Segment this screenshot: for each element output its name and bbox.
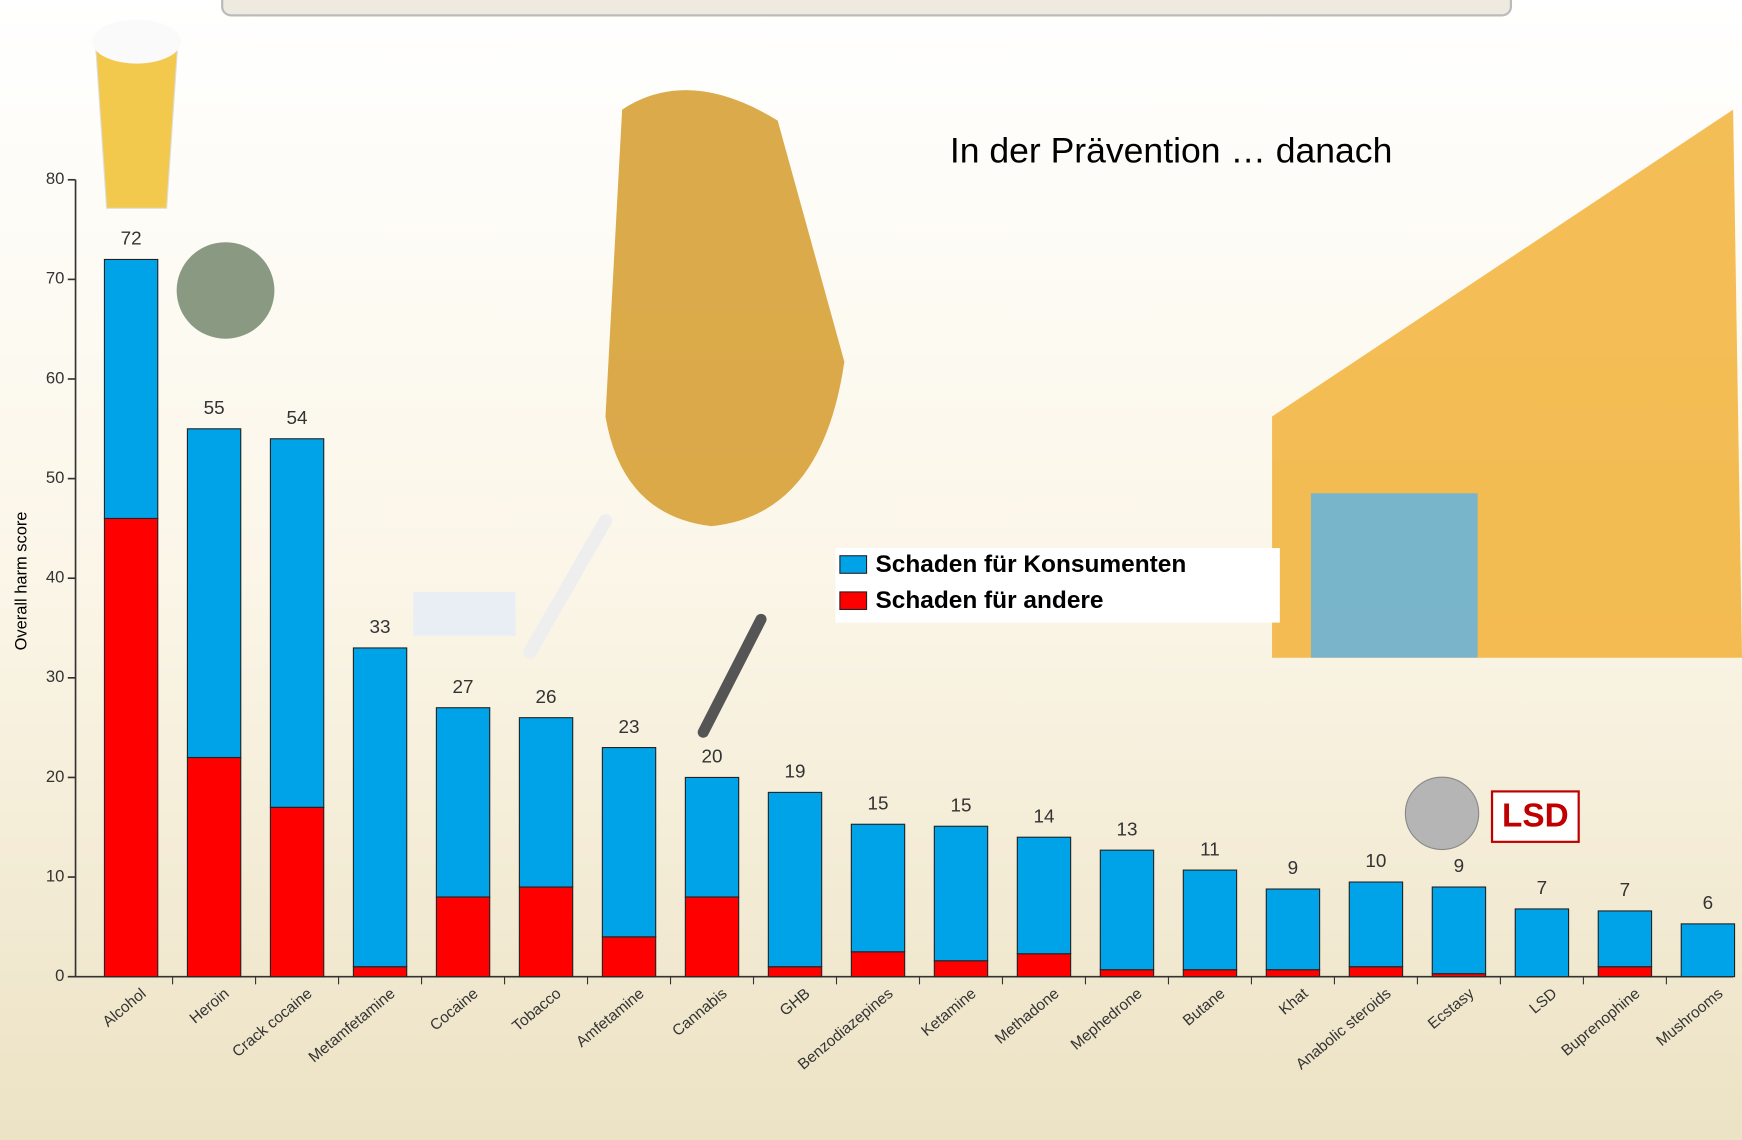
- total-label: 72: [121, 228, 142, 249]
- bar-segment: [601, 936, 657, 978]
- legend-swatch: [839, 555, 868, 574]
- bar-segment: [933, 825, 989, 962]
- bar-segment: [850, 951, 906, 978]
- cigarette-illustration: [523, 514, 613, 659]
- bar-segment: [1348, 966, 1404, 978]
- total-label: 9: [1454, 855, 1465, 876]
- lsd-label: LSD: [1502, 798, 1569, 835]
- powder-illustration: [413, 591, 516, 636]
- total-label: 19: [785, 761, 806, 782]
- legend-box: [835, 548, 1280, 623]
- bar-segment: [103, 517, 159, 978]
- joint-illustration: [697, 613, 767, 738]
- total-label: 6: [1703, 892, 1714, 913]
- y-tick-label: 10: [46, 867, 65, 886]
- total-label: 54: [287, 407, 308, 428]
- bar-segment: [269, 438, 325, 808]
- total-label: 33: [370, 616, 391, 637]
- total-label: 11: [1200, 838, 1220, 859]
- y-tick-label: 40: [46, 568, 65, 587]
- total-label: 26: [536, 686, 557, 707]
- bar-segment: [1265, 888, 1321, 971]
- bar-segment: [933, 960, 989, 978]
- beer-foam: [92, 19, 182, 64]
- bar-segment: [1680, 923, 1736, 978]
- y-tick-label: 80: [46, 169, 65, 188]
- bar-segment: [1597, 966, 1653, 978]
- total-label: 7: [1537, 877, 1548, 898]
- y-tick-label: 70: [46, 269, 65, 288]
- bar-segment: [518, 886, 574, 978]
- total-label: 27: [453, 676, 474, 697]
- total-label: 23: [619, 716, 640, 737]
- total-label: 55: [204, 397, 225, 418]
- bar-segment: [1597, 910, 1653, 968]
- y-tick-label: 0: [55, 966, 64, 985]
- bar-segment: [435, 707, 491, 898]
- header-box: [221, 0, 1513, 17]
- legend-label: Schaden für andere: [875, 587, 1103, 614]
- bar-segment: [1016, 953, 1072, 978]
- bar-segment: [850, 823, 906, 953]
- beer-illustration: [94, 43, 179, 209]
- y-tick-label: 30: [46, 667, 65, 686]
- legend-label: Schaden für Konsumenten: [875, 551, 1186, 578]
- bar-segment: [352, 647, 408, 968]
- bar-segment: [435, 896, 491, 978]
- bar-segment: [1265, 969, 1321, 978]
- bar-segment: [1431, 886, 1487, 975]
- bar-segment: [684, 776, 740, 898]
- man-illustration: [605, 90, 845, 527]
- bar-segment: [684, 896, 740, 978]
- bar-segment: [1182, 869, 1238, 971]
- total-label: 9: [1288, 857, 1299, 878]
- y-tick-label: 50: [46, 468, 65, 487]
- lsd-pill-illustration: [1404, 776, 1480, 851]
- bar-segment: [1099, 969, 1155, 978]
- bar-segment: [767, 966, 823, 978]
- total-label: 15: [867, 793, 888, 814]
- total-label: 7: [1620, 879, 1631, 900]
- bar-segment: [518, 717, 574, 888]
- bar-segment: [1514, 908, 1570, 978]
- total-label: 10: [1365, 850, 1386, 871]
- bar-segment: [1182, 969, 1238, 978]
- bar-segment: [1348, 881, 1404, 968]
- bar-segment: [186, 756, 242, 978]
- annotation: In der Prävention … danach: [950, 132, 1392, 171]
- bar-segment: [767, 791, 823, 968]
- bar-segment: [352, 966, 408, 978]
- poppy-illustration: [176, 242, 275, 339]
- y-axis-label: Overall harm score: [12, 512, 31, 651]
- total-label: 14: [1033, 806, 1054, 827]
- bar-segment: [269, 806, 325, 978]
- bar-segment: [103, 258, 159, 520]
- drinker-trousers: [1310, 493, 1478, 658]
- y-tick-label: 60: [46, 368, 65, 387]
- bar-segment: [1099, 849, 1155, 971]
- bar-segment: [601, 747, 657, 938]
- total-label: 15: [950, 795, 971, 816]
- total-label: 13: [1116, 818, 1137, 839]
- bar-segment: [186, 428, 242, 759]
- legend-swatch: [839, 591, 868, 611]
- bar-segment: [1016, 836, 1072, 955]
- y-tick-label: 20: [46, 767, 65, 786]
- total-label: 20: [702, 746, 723, 767]
- lsd-box: [1490, 790, 1580, 843]
